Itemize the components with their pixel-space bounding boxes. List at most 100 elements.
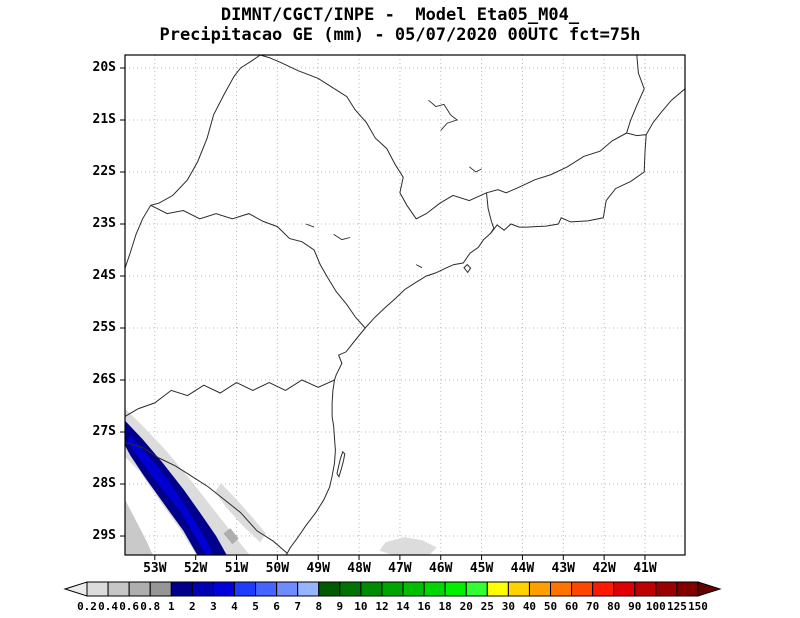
colorbar-tick-label: 5: [252, 600, 259, 613]
colorbar-tick-label: 150: [688, 600, 708, 613]
colorbar-tick-label: 0.6: [119, 600, 139, 613]
colorbar-tick-label: 0.4: [98, 600, 118, 613]
map-plot: [120, 54, 686, 560]
lake-outline-path: [305, 223, 315, 228]
colorbar-segment: [613, 581, 636, 597]
precip-region-moderate-patch-2: [223, 528, 239, 545]
colorbar-tick-label: 10: [354, 600, 367, 613]
colorbar-segment: [360, 581, 383, 597]
colorbar-tick-label: 70: [586, 600, 599, 613]
colorbar-segment: [318, 581, 341, 597]
colorbar-tick-label: 12: [375, 600, 388, 613]
colorbar-tick-label: 0.2: [77, 600, 97, 613]
colorbar-segment: [465, 581, 488, 597]
lake-outline-path: [428, 99, 459, 131]
colorbar-tick-label: 18: [439, 600, 452, 613]
colorbar-tick-label: 14: [396, 600, 410, 613]
colorbar-segment: [339, 581, 362, 597]
colorbar-tick-label: 2: [189, 600, 196, 613]
colorbar-segment: [149, 581, 172, 597]
state-border-pr-sc-path: [125, 379, 335, 417]
lat-tick-label: 28S: [92, 476, 116, 492]
lon-tick-label: 47W: [388, 561, 412, 576]
state-border-mg-sp-path: [334, 88, 487, 220]
map-inner: [125, 55, 685, 555]
state-border-parana-sp-path: [150, 204, 366, 329]
colorbar-segment: [486, 581, 509, 597]
colorbar-tick-label: 6: [273, 600, 280, 613]
colorbar-segment: [107, 581, 130, 597]
colorbar-tick-label: 3: [210, 600, 217, 613]
lat-tick-label: 29S: [92, 528, 116, 544]
lat-tick-label: 23S: [92, 216, 116, 231]
colorbar-tick-label: 40: [523, 600, 536, 613]
colorbar-segment: [528, 581, 552, 597]
colorbar-segment: [381, 581, 404, 597]
coastline-path: [285, 88, 685, 555]
colorbar-segment: [550, 581, 573, 597]
lat-tick-label: 27S: [92, 424, 116, 439]
lon-tick-label: 53W: [143, 561, 167, 576]
colorbar-segment: [592, 581, 615, 597]
colorbar-segment: [423, 581, 446, 597]
colorbar-tick-label: 8: [315, 600, 322, 613]
colorbar-segment: [655, 581, 678, 597]
colorbar-tick-label: 60: [565, 600, 578, 613]
colorbar-segment: [255, 581, 278, 597]
colorbar-segment: [128, 581, 151, 597]
colorbar-left-arrow: [63, 581, 88, 597]
state-border-west-border-path: [125, 55, 335, 269]
colorbar-tick-label: 4: [231, 600, 238, 613]
colorbar-segment: [86, 581, 109, 597]
lat-tick-label: 22S: [92, 164, 116, 179]
lat-tick-label: 20S: [92, 60, 116, 75]
colorbar-tick-label: 100: [646, 600, 666, 613]
figure-title-line2: Precipitacao GE (mm) - 05/07/2020 00UTC …: [159, 25, 641, 45]
colorbar-tick-label: 0.8: [140, 600, 160, 613]
precip-region-light-patch-bottom: [379, 537, 437, 555]
figure-title-line1: DIMNT/CGCT/INPE - Model Eta05_M04_: [220, 5, 580, 25]
colorbar-tick-label: 20: [460, 600, 473, 613]
precip-region-rain-band-inner: [127, 434, 214, 555]
lat-tick-label: 24S: [92, 268, 116, 283]
colorbar-segment: [212, 581, 235, 597]
lat-tick-label: 26S: [92, 372, 116, 387]
state-border-rj-sp-path: [486, 192, 495, 234]
lake-outline-path: [333, 234, 351, 241]
lon-tick-label: 44W: [510, 561, 535, 576]
colorbar-segment: [402, 581, 425, 597]
precip-region-light-patch-corner: [125, 499, 153, 555]
lat-tick-label: 25S: [92, 320, 116, 335]
lon-tick-label: 51W: [224, 561, 249, 576]
precip-region-rain-band-core: [125, 420, 227, 555]
lon-tick-label: 43W: [551, 561, 575, 576]
colorbar-segment: [170, 581, 193, 597]
colorbar-tick-label: 25: [481, 600, 494, 613]
colorbar-segment: [276, 581, 299, 597]
state-border-es-border-path: [625, 55, 647, 137]
colorbar: 0.2 0.4 0.6 0.8 1 2 3 4 5 6 7 8 9 10 12 14 16 18 20 25 30 40 5…: [63, 581, 722, 613]
lon-tick-label: 42W: [592, 561, 616, 576]
colorbar-segment: [297, 581, 320, 597]
colorbar-tick-label: 50: [544, 600, 557, 613]
colorbar-segment: [507, 581, 530, 597]
colorbar-tick-label: 90: [628, 600, 641, 613]
island-santa-catarina-path: [336, 450, 346, 478]
colorbar-segment: [191, 581, 214, 597]
colorbar-tick-label: 1: [168, 600, 175, 613]
colorbar-segment: [676, 581, 699, 597]
state-border-mg-rj-path: [486, 132, 627, 194]
colorbar-right-arrow: [697, 581, 722, 597]
colorbar-segment: [634, 581, 657, 597]
lon-tick-label: 46W: [428, 561, 453, 576]
plot-frame: [124, 54, 686, 556]
colorbar-tick-label: 80: [607, 600, 620, 613]
colorbar-tick-label: 125: [667, 600, 687, 613]
precip-region-light-shield-outer: [125, 408, 250, 555]
lon-tick-label: 49W: [306, 561, 330, 576]
lake-outline-path: [415, 264, 423, 269]
lat-tick-label: 21S: [92, 112, 116, 127]
colorbar-segment: [233, 581, 257, 597]
colorbar-segment: [444, 581, 467, 597]
